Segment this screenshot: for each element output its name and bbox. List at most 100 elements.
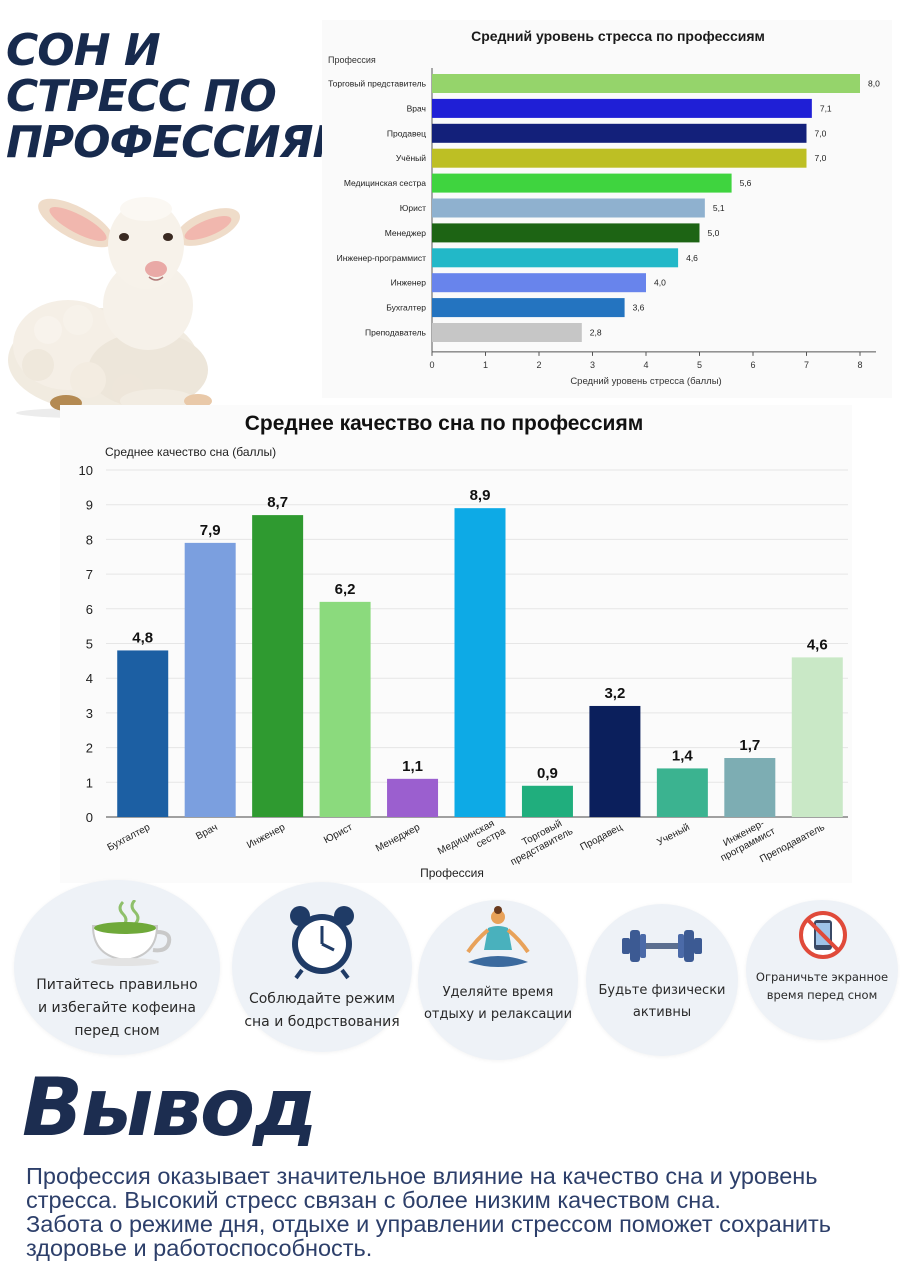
- category-label: Продавец: [387, 128, 426, 138]
- lamb-image: [8, 197, 241, 419]
- bar: [432, 198, 705, 218]
- tea-cup-icon: [91, 900, 172, 966]
- category-label: Преподаватель: [365, 328, 427, 338]
- tip-line: Ограничьте экранное: [755, 970, 889, 984]
- category-label: Продавец: [579, 822, 625, 853]
- stress-chart: Средний уровень стресса по профессиям Про…: [328, 28, 880, 387]
- y-tick-label: 1: [86, 775, 93, 790]
- page-title: СОН И СТРЕСС ПО ПРОФЕССИЯМ: [6, 28, 366, 166]
- bar: [432, 74, 860, 93]
- conclusion-title: Вывод: [22, 1061, 318, 1154]
- tip-line: сна и бодрствования: [244, 1014, 400, 1030]
- category-label: Медицинская сестра: [344, 178, 426, 188]
- bar: [432, 248, 679, 268]
- value-label: 4,0: [654, 278, 666, 288]
- meditation-icon: [466, 906, 530, 967]
- tip-line: время перед сном: [766, 988, 878, 1002]
- tips-section: Питайтесь правильно и избегайте кофеина …: [0, 880, 900, 1070]
- bar: [724, 758, 776, 817]
- y-tick-label: 7: [86, 567, 93, 582]
- tip-card-relax: Уделяйте время отдыху и релаксации: [418, 900, 578, 1060]
- page-title-line: ПРОФЕССИЯМ: [6, 117, 356, 168]
- value-label: 1,4: [672, 747, 694, 764]
- chart-title: Среднее качество сна по профессиям: [245, 412, 644, 435]
- x-tick-label: 8: [857, 360, 862, 370]
- conclusion-line: Забота о режиме дня, отдыхе и управлении…: [26, 1211, 831, 1237]
- category-label: Инженер: [391, 278, 427, 288]
- page-title-line: СОН И: [6, 25, 161, 76]
- chart-title: Средний уровень стресса по профессиям: [471, 28, 765, 44]
- tip-line: Питайтесь правильно: [36, 977, 198, 993]
- category-label: Юрист: [322, 822, 355, 846]
- tip-line: Соблюдайте режим: [248, 991, 396, 1007]
- bar: [117, 650, 169, 817]
- sleep-chart: Среднее качество сна по профессиям Средне…: [79, 412, 848, 880]
- page-title-line: СТРЕСС ПО: [6, 71, 277, 122]
- conclusion-line: стресса. Высокий стресс связан с более н…: [26, 1187, 721, 1213]
- sleep-chart-panel: Среднее качество сна по профессиям Средне…: [60, 405, 852, 883]
- bar: [521, 785, 573, 817]
- x-axis-label: Средний уровень стресса (баллы): [570, 376, 721, 387]
- y-tick-label: 0: [86, 810, 93, 825]
- value-label: 1,1: [402, 758, 423, 775]
- tip-card-screen: Ограничьте экранное время перед сном: [746, 900, 898, 1040]
- value-label: 0,9: [537, 765, 558, 782]
- x-tick-label: 5: [697, 360, 702, 370]
- y-tick-label: 4: [86, 671, 93, 686]
- value-label: 7,9: [200, 522, 221, 539]
- value-label: 5,0: [708, 228, 720, 238]
- bar: [252, 515, 304, 817]
- tip-text: Уделяйте время отдыху и релаксации: [418, 982, 578, 1026]
- x-tick-label: 7: [804, 360, 809, 370]
- no-phone-icon: [799, 911, 847, 959]
- tip-line: Уделяйте время: [442, 985, 554, 1000]
- value-label: 5,1: [713, 203, 725, 213]
- value-label: 7,0: [815, 153, 827, 163]
- bar: [791, 657, 843, 817]
- tip-line: активны: [632, 1005, 692, 1020]
- category-label: Врач: [194, 822, 219, 842]
- value-label: 4,8: [132, 629, 153, 646]
- category-label: Инженер: [245, 822, 287, 851]
- tip-text: Ограничьте экранное время перед сном: [746, 968, 898, 1004]
- category-label: Торговый представитель: [328, 79, 426, 89]
- tip-card-activity: Будьте физически активны: [586, 904, 738, 1056]
- category-label: Торговыйпредставитель: [503, 815, 575, 868]
- tip-line: отдыху и релаксации: [423, 1007, 573, 1022]
- value-label: 8,7: [267, 494, 288, 511]
- value-label: 8,0: [868, 79, 880, 89]
- category-label: Менеджер: [385, 228, 427, 238]
- value-label: 6,2: [335, 581, 356, 598]
- bar: [432, 323, 582, 342]
- conclusion-line: Профессия оказывает значительное влияние…: [26, 1163, 818, 1189]
- y-axis-label: Среднее качество сна (баллы): [105, 445, 276, 459]
- bar: [432, 298, 625, 318]
- tip-card-schedule: Соблюдайте режим сна и бодрствования: [232, 882, 412, 1052]
- value-label: 5,6: [740, 178, 752, 188]
- y-tick-label: 8: [86, 532, 93, 547]
- tip-line: Будьте физически: [598, 983, 726, 998]
- bar: [432, 98, 812, 118]
- category-label: Учёный: [396, 153, 426, 163]
- tip-line: и избегайте кофеина: [37, 1000, 197, 1016]
- value-label: 7,0: [815, 128, 827, 138]
- x-tick-label: 3: [590, 360, 595, 370]
- category-label: Ученый: [655, 822, 691, 848]
- bar: [184, 542, 236, 817]
- y-tick-label: 2: [86, 741, 93, 756]
- value-label: 1,7: [739, 737, 760, 754]
- value-label: 8,9: [470, 487, 491, 504]
- x-tick-label: 0: [429, 360, 434, 370]
- dumbbell-icon: [622, 930, 702, 962]
- stress-chart-panel: Средний уровень стресса по профессиям Про…: [322, 20, 892, 398]
- value-label: 3,2: [604, 685, 625, 702]
- value-label: 4,6: [686, 253, 698, 263]
- bar: [319, 601, 371, 817]
- conclusion-line: здоровье и работоспособность.: [26, 1235, 373, 1261]
- bar: [387, 778, 439, 817]
- bar: [656, 768, 708, 817]
- x-axis-label: Профессия: [420, 866, 484, 880]
- value-label: 4,6: [807, 636, 828, 653]
- y-axis-label: Профессия: [328, 55, 376, 65]
- bar: [432, 123, 807, 143]
